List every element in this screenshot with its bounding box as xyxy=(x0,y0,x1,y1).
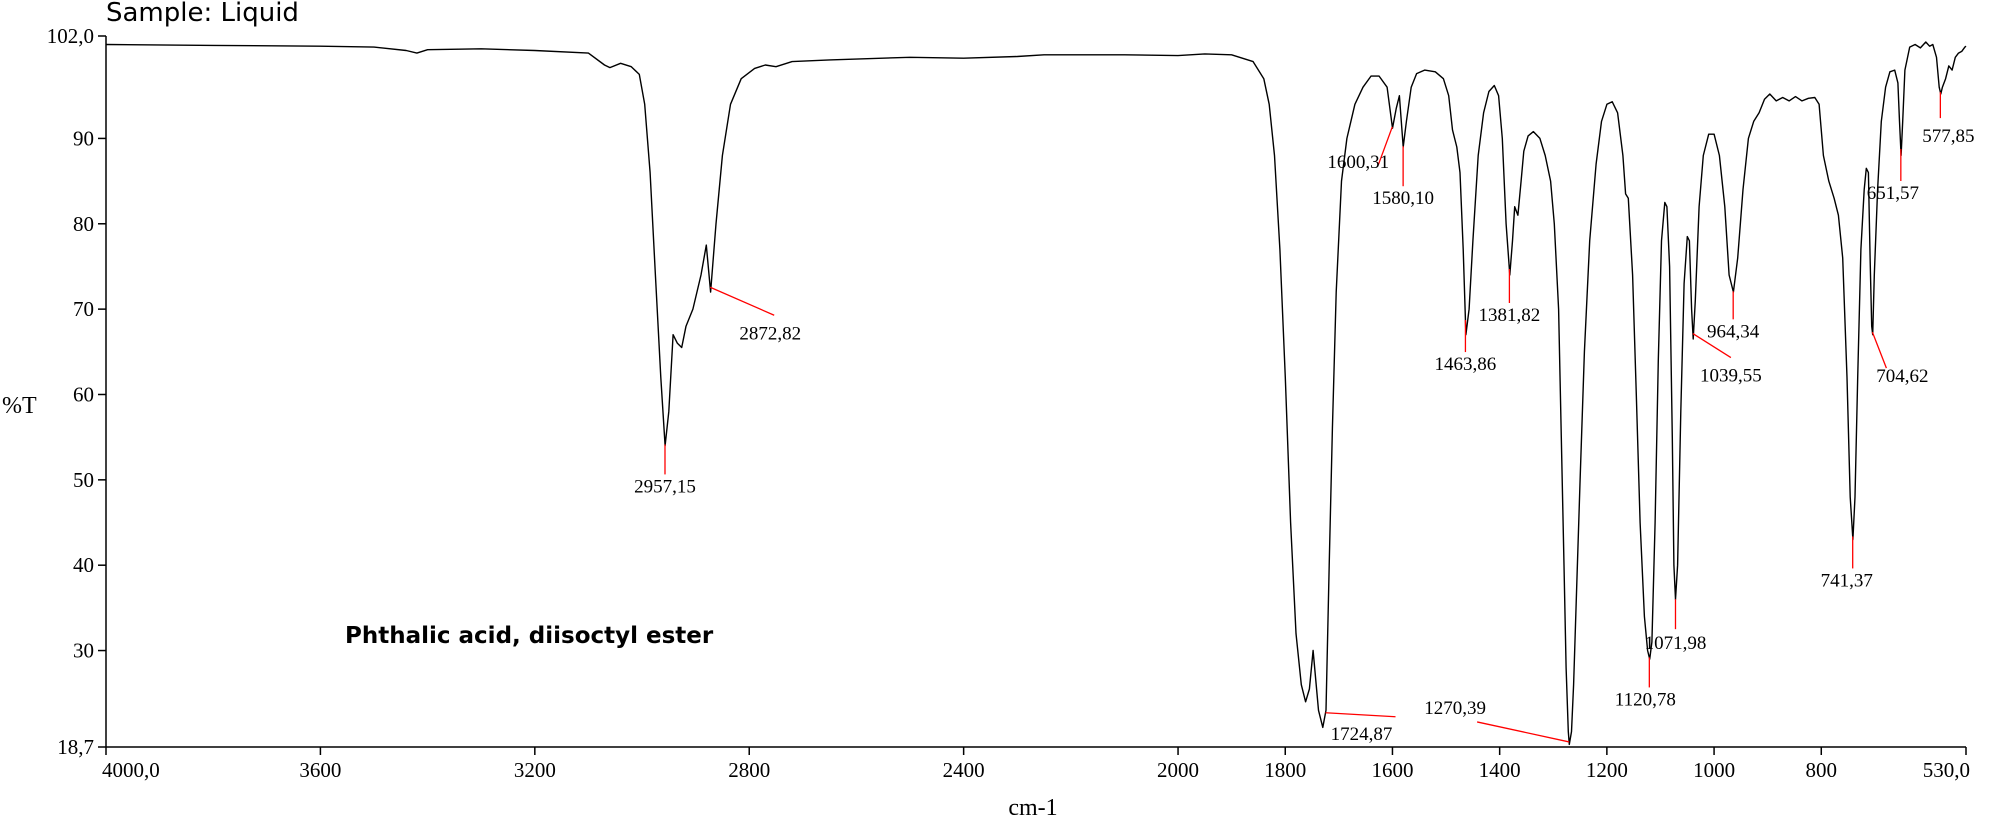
peak-label: 1600,31 xyxy=(1327,152,1389,173)
y-tick-label: 30 xyxy=(73,639,94,663)
x-tick-label: 2800 xyxy=(728,758,770,782)
peak-label: 704,62 xyxy=(1876,366,1928,387)
x-tick-label: 4000,0 xyxy=(102,758,160,782)
sample-label: Sample: Liquid xyxy=(106,0,299,28)
x-tick-label: 3600 xyxy=(299,758,341,782)
y-axis-title: %T xyxy=(2,393,37,419)
peak-label: 2872,82 xyxy=(739,323,801,344)
x-tick-label: 2400 xyxy=(943,758,985,782)
x-axis-title: cm-1 xyxy=(1008,795,1057,820)
x-tick-label: 1800 xyxy=(1264,758,1306,782)
y-tick-label: 70 xyxy=(73,297,94,321)
y-tick-label: 50 xyxy=(73,468,94,492)
x-tick-label: 1400 xyxy=(1479,758,1521,782)
peak-leader xyxy=(1871,331,1888,369)
x-tick-label: 1000 xyxy=(1693,758,1735,782)
y-tick-label: 60 xyxy=(73,382,94,406)
peak-label: 1463,86 xyxy=(1435,354,1497,375)
x-tick-label: 530,0 xyxy=(1923,758,1970,782)
peak-label: 964,34 xyxy=(1707,321,1760,342)
y-axis-ticks: 102,0 90 80 70 60 50 40 30 18,7 xyxy=(47,24,106,759)
y-tick-label: 90 xyxy=(73,126,94,150)
peak-annotations: 2957,15 2872,82 1724,87 1600,31 1580,10 1463,… xyxy=(634,92,1974,745)
x-tick-label: 1200 xyxy=(1586,758,1628,782)
peak-label: 1270,39 xyxy=(1424,698,1486,719)
peak-leader xyxy=(1325,712,1396,718)
y-tick-label: 80 xyxy=(73,212,94,236)
x-tick-label: 2000 xyxy=(1157,758,1199,782)
peak-leader xyxy=(1476,721,1570,743)
peak-label: 1039,55 xyxy=(1700,366,1762,387)
y-tick-label: 18,7 xyxy=(57,735,94,759)
spectrum-line xyxy=(105,41,1967,746)
peak-label: 1120,78 xyxy=(1615,689,1676,710)
peak-leader xyxy=(1692,332,1732,359)
peak-label: 577,85 xyxy=(1922,126,1974,147)
peak-leader xyxy=(1377,126,1393,166)
y-tick-label: 40 xyxy=(73,553,94,577)
peak-label: 1071,98 xyxy=(1645,633,1707,654)
x-axis-ticks: 4000,0 3600 3200 2800 2400 2000 1800 1600 1400 12… xyxy=(102,747,1970,782)
peak-leader xyxy=(709,286,775,316)
spectrum-series xyxy=(105,41,1967,746)
x-tick-label: 800 xyxy=(1806,758,1838,782)
peak-label: 1580,10 xyxy=(1372,188,1434,209)
x-tick-label: 1600 xyxy=(1371,758,1413,782)
x-tick-label: 3200 xyxy=(514,758,556,782)
peak-label: 741,37 xyxy=(1821,570,1873,591)
peak-label: 1724,87 xyxy=(1331,724,1393,745)
peak-label: 2957,15 xyxy=(634,476,696,497)
compound-name: Phthalic acid, diisoctyl ester xyxy=(345,623,714,649)
peak-label: 1381,82 xyxy=(1479,305,1541,326)
peak-label: 651,57 xyxy=(1867,183,1919,204)
y-tick-label: 102,0 xyxy=(47,24,94,48)
